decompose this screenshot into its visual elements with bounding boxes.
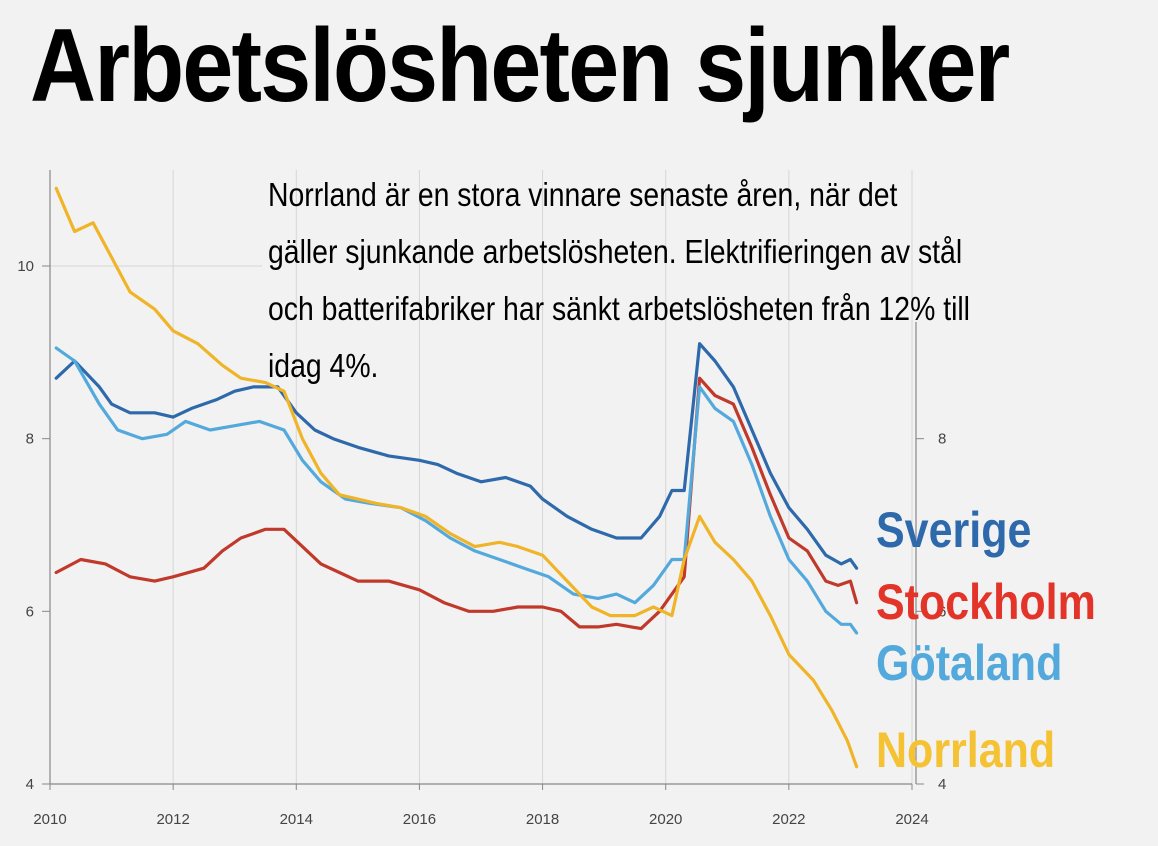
series-line-götaland	[54, 346, 859, 635]
chart-axes	[42, 170, 924, 790]
x-tick-label-2014: 2014	[280, 811, 313, 828]
legend-sverige: Sverige	[876, 502, 1032, 558]
x-tick-label-2020: 2020	[649, 811, 682, 828]
x-tick-label-2024: 2024	[895, 811, 928, 828]
y-right-tick-label-8: 8	[938, 431, 946, 448]
y-tick-label-10: 10	[17, 258, 34, 275]
y-tick-label-8: 8	[26, 431, 34, 448]
series-line-sverige	[54, 342, 859, 570]
legend-gotaland: Götaland	[876, 635, 1063, 691]
x-tick-label-2016: 2016	[403, 811, 436, 828]
chart-description: Norrland är en stora vinnare senaste åre…	[268, 176, 971, 384]
legend-stockholm: Stockholm	[876, 574, 1096, 630]
y-right-tick-label-4: 4	[938, 776, 946, 793]
series-line-stockholm	[54, 376, 859, 631]
x-tick-label-2018: 2018	[526, 811, 559, 828]
chart-grid	[49, 170, 913, 784]
x-tick-label-2012: 2012	[156, 811, 189, 828]
x-tick-label-2022: 2022	[772, 811, 805, 828]
legend-norrland: Norrland	[876, 722, 1056, 778]
chart-series	[54, 186, 859, 769]
chart-tick-labels: 4 6 8 10 4 6 8 2010 2012 2014 2016 2018 2020 2022 2024	[17, 258, 946, 828]
series-line-norrland	[54, 186, 859, 769]
page-title: Arbetslösheten sjunker	[30, 8, 1010, 124]
y-right-tick-label-6: 6	[938, 603, 946, 620]
y-tick-label-6: 6	[26, 603, 34, 620]
x-tick-label-2010: 2010	[33, 811, 66, 828]
y-tick-label-4: 4	[26, 776, 34, 793]
